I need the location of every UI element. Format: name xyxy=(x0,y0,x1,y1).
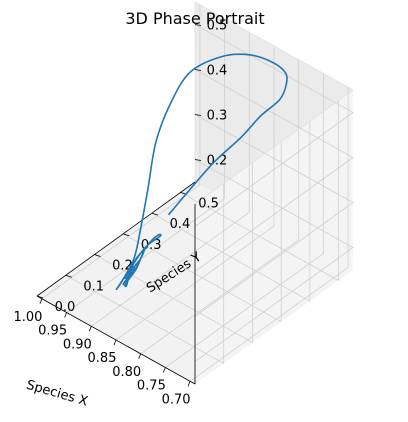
tick-mark xyxy=(194,114,202,116)
trajectory xyxy=(115,53,288,291)
chart-title: 3D Phase Portrait xyxy=(125,9,264,28)
axis-ticks: 0.700.750.800.850.900.951.00 0.0 0.1 0.2 0.3… xyxy=(13,19,227,408)
tick-mark xyxy=(138,353,142,359)
tick-mark xyxy=(113,339,117,346)
z-tick-label: 0.4 xyxy=(207,64,228,79)
y-tick-label: 0.4 xyxy=(170,217,191,232)
y-gridline xyxy=(94,162,253,344)
tick-mark xyxy=(151,212,159,216)
tick-mark xyxy=(187,381,191,387)
x-tick-label: 1.00 xyxy=(13,310,42,325)
x-gridline xyxy=(189,87,349,382)
tick-mark xyxy=(39,298,43,304)
z-gridline xyxy=(194,69,354,272)
x-gridline xyxy=(91,32,250,327)
back-pane xyxy=(195,90,353,384)
z-gridline xyxy=(194,114,354,317)
x-gridline xyxy=(140,59,300,355)
tick-mark xyxy=(194,159,202,161)
y-gridline xyxy=(123,141,282,323)
x-tick-label: 0.85 xyxy=(88,351,117,366)
x-gridline xyxy=(66,18,226,313)
x-tick-label: 0.80 xyxy=(112,365,141,380)
z-tick-label: 0.3 xyxy=(207,109,228,124)
tick-mark xyxy=(123,233,130,237)
axis-edges xyxy=(36,1,354,385)
y-tick-label: 0.1 xyxy=(83,279,104,294)
tick-mark xyxy=(64,312,67,318)
tick-mark xyxy=(88,326,92,332)
x-tick-label: 0.70 xyxy=(162,392,191,407)
x-tick-label: 0.75 xyxy=(137,379,166,394)
tick-mark xyxy=(94,254,101,257)
x-tick-label: 0.95 xyxy=(38,324,67,339)
y-gridline xyxy=(151,121,311,302)
y-tick-label: 0.5 xyxy=(198,196,219,211)
x-axis-label: Species X xyxy=(25,378,90,410)
y-tick-label: 0.0 xyxy=(55,300,76,315)
y-gridline xyxy=(65,183,225,364)
trajectory-line-0 xyxy=(115,53,288,291)
y-axis-line xyxy=(36,181,196,297)
tick-mark xyxy=(194,69,202,71)
tick-mark xyxy=(36,295,44,299)
tick-mark xyxy=(163,367,166,373)
y-tick-label: 0.2 xyxy=(112,259,133,274)
y-tick-label: 0.3 xyxy=(141,238,162,253)
tick-mark xyxy=(65,274,72,278)
z-tick-label: 0.5 xyxy=(207,19,228,34)
tick-mark xyxy=(194,24,202,26)
pane-edge xyxy=(194,1,354,91)
x-tick-label: 0.90 xyxy=(63,337,92,352)
y-gridline xyxy=(180,100,340,282)
pane-edge xyxy=(194,89,354,205)
